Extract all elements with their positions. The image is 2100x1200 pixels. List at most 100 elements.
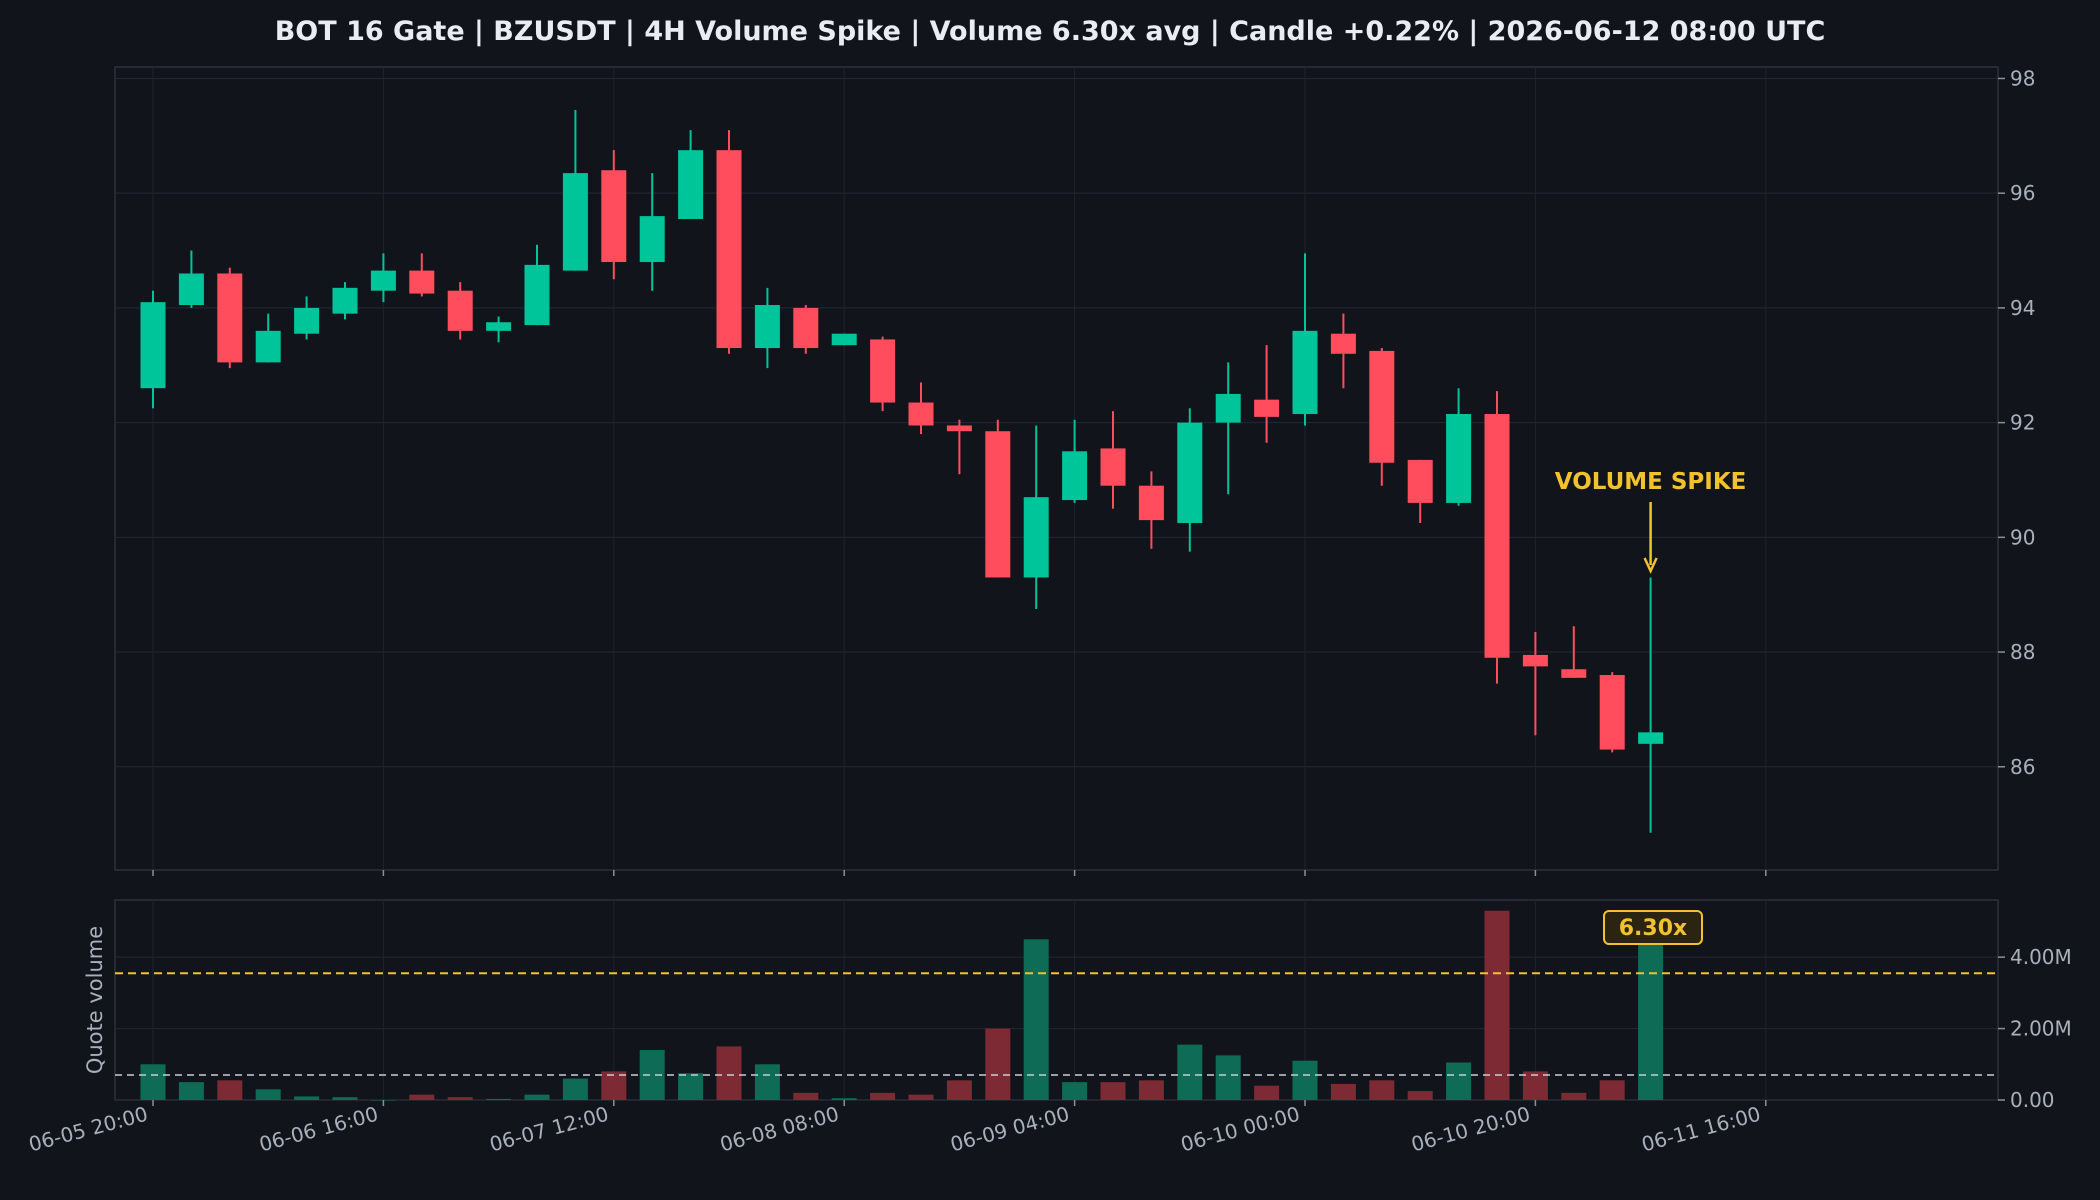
candle-body — [639, 216, 665, 263]
candle — [562, 110, 588, 271]
volume-bar — [678, 1073, 704, 1100]
candle-body — [409, 270, 435, 294]
volume-bar — [1177, 1044, 1203, 1100]
volume-panel-frame — [114, 899, 1999, 1101]
candle-body — [793, 307, 819, 349]
candle — [1100, 411, 1126, 509]
candle-body — [1023, 497, 1049, 578]
volume-bar — [1100, 1082, 1126, 1100]
candle — [447, 282, 473, 340]
candle — [1023, 425, 1049, 610]
volume-bar — [486, 1098, 512, 1100]
volume-y-tick-label: 4.00M — [2010, 945, 2072, 969]
price-y-tick-label: 88 — [2010, 640, 2035, 664]
volume-bar — [1407, 1091, 1433, 1100]
candle — [486, 316, 512, 343]
candle-body — [831, 333, 857, 346]
volume-bar — [1330, 1083, 1356, 1100]
volume-y-axis-title: Quote volume — [83, 926, 107, 1074]
candle — [178, 250, 204, 308]
candle — [908, 382, 934, 435]
candle — [1522, 631, 1548, 736]
candle-body — [255, 330, 281, 363]
volume-bar — [178, 1082, 204, 1100]
candle — [1407, 459, 1433, 523]
candle-body — [1446, 414, 1472, 503]
x-tick-label: 06-07 12:00 — [487, 1102, 611, 1157]
candle — [793, 305, 819, 354]
candle-body — [1100, 448, 1126, 486]
candle-body — [1138, 485, 1164, 521]
candle-body — [140, 302, 166, 389]
volume-bar — [1292, 1060, 1318, 1100]
volume-bar — [1369, 1080, 1395, 1100]
price-y-axis: 86 88 90 92 94 96 98 — [1998, 66, 2035, 779]
volume-bar — [716, 1046, 742, 1100]
volume-bar — [1446, 1062, 1472, 1100]
candle — [1369, 348, 1395, 486]
volume-bar — [562, 1078, 588, 1100]
candle-body — [985, 431, 1011, 578]
candle — [1254, 345, 1280, 443]
volume-bar — [946, 1080, 972, 1100]
volume-bar — [294, 1096, 320, 1100]
volume-y-axis: 0.00 2.00M 4.00M — [1998, 945, 2072, 1112]
candle-body — [1407, 459, 1433, 503]
volume-spike-label: VOLUME SPIKE — [1555, 469, 1747, 495]
candle-body — [178, 273, 204, 306]
candle — [1062, 419, 1088, 503]
candle — [409, 253, 435, 297]
candle — [1561, 626, 1587, 678]
volume-bar — [1215, 1055, 1241, 1100]
candle-body — [332, 287, 358, 314]
candle-body — [716, 150, 742, 349]
candle — [294, 296, 320, 340]
price-y-tick-label: 92 — [2010, 411, 2035, 435]
multiplier-badge-box — [1603, 910, 1703, 945]
volume-bar — [908, 1094, 934, 1100]
volume-bar — [793, 1092, 819, 1100]
candle-body — [1292, 330, 1318, 415]
price-grid — [115, 67, 1998, 870]
volume-bar — [217, 1080, 243, 1100]
candle — [716, 130, 742, 354]
candle — [1215, 362, 1241, 495]
x-tick-label: 06-08 08:00 — [717, 1102, 841, 1157]
arrow-head — [1643, 557, 1658, 574]
candle — [332, 282, 358, 320]
volume-bar — [524, 1094, 550, 1100]
candle — [255, 313, 281, 363]
volume-bar — [1023, 939, 1049, 1100]
candle-body — [294, 307, 320, 334]
x-tick-label: 06-09 04:00 — [948, 1102, 1072, 1157]
candle-body — [524, 264, 550, 326]
price-y-tick-label: 94 — [2010, 296, 2035, 320]
candle — [1599, 672, 1625, 753]
candle — [1177, 408, 1203, 552]
chart-title: BOT 16 Gate | BZUSDT | 4H Volume Spike |… — [274, 16, 1826, 47]
x-tick-label: 06-11 16:00 — [1639, 1102, 1763, 1157]
volume-bar — [1254, 1085, 1280, 1100]
candle — [1138, 471, 1164, 549]
price-panel-frame — [114, 66, 1999, 871]
volume-bar — [332, 1097, 358, 1100]
candle-body — [1330, 333, 1356, 354]
volume-bar — [409, 1094, 435, 1100]
volume-bar — [140, 1064, 166, 1100]
volume-bar — [1484, 910, 1510, 1100]
candle — [1330, 313, 1356, 389]
price-x-tick-marks — [152, 870, 1767, 876]
candle-body — [870, 339, 896, 403]
price-y-tick-label: 90 — [2010, 525, 2035, 549]
volume-bar — [1638, 941, 1664, 1100]
volume-bar — [985, 1028, 1011, 1100]
multiplier-badge-text: 6.30x — [1619, 916, 1687, 941]
candle-body — [1599, 674, 1625, 750]
candle — [1446, 388, 1472, 506]
price-y-tick-label: 96 — [2010, 181, 2035, 205]
candle — [639, 173, 665, 291]
candle-body — [370, 270, 396, 291]
candle-body — [678, 150, 704, 219]
